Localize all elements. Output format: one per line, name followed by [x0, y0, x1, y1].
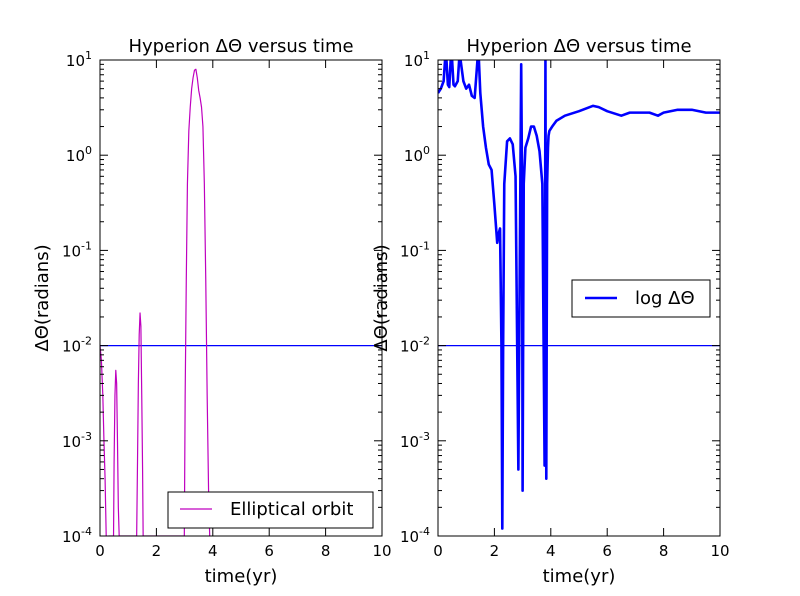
- left-y-tick-label: 10-3: [62, 430, 92, 451]
- right-x-tick-label: 4: [546, 542, 556, 560]
- right-y-tick-label: 100: [404, 144, 430, 165]
- left-axes-frame: [99, 59, 383, 537]
- left-y-tick-label: 10-4: [62, 525, 92, 546]
- left-x-tick-label: 0: [95, 542, 105, 560]
- right-x-tick-label: 0: [433, 542, 443, 560]
- left-plot-area: [100, 68, 382, 536]
- left-legend-label: Elliptical orbit: [230, 499, 353, 520]
- left-panel: Hyperion ΔΘ versus time 0 2 4 6 8 10 10-4 10-3 1…: [32, 36, 392, 587]
- left-y-tick-label: 10-1: [62, 239, 92, 260]
- left-y-tick-label: 100: [66, 144, 92, 165]
- left-x-tick-label: 4: [208, 542, 218, 560]
- right-axes-frame: [437, 59, 721, 537]
- left-x-tick-label: 6: [264, 542, 274, 560]
- right-y-tick-label: 10-2: [400, 335, 430, 356]
- right-ticks: 0 2 4 6 8 10 10-4 10-3 10-2 10-1 100 101: [400, 49, 730, 560]
- left-x-tick-label: 8: [321, 542, 331, 560]
- left-ticks: 0 2 4 6 8 10 10-4 10-3 10-2 10-1 100 101: [62, 49, 392, 560]
- right-y-axis-label: ΔΘ(radians): [371, 244, 392, 351]
- right-series-line: [438, 60, 720, 530]
- right-x-tick-label: 10: [710, 542, 729, 560]
- right-chart-title: Hyperion ΔΘ versus time: [466, 36, 691, 57]
- right-legend-label: log ΔΘ: [635, 288, 695, 309]
- left-chart-title: Hyperion ΔΘ versus time: [128, 36, 353, 57]
- left-series-line: [100, 68, 211, 536]
- left-y-tick-label: 101: [66, 49, 92, 70]
- left-x-tick-label: 2: [152, 542, 162, 560]
- right-legend: log ΔΘ: [571, 279, 711, 318]
- right-y-tick-label: 10-1: [400, 239, 430, 260]
- right-y-tick-label: 10-3: [400, 430, 430, 451]
- left-x-tick-label: 10: [372, 542, 391, 560]
- right-y-tick-label: 101: [404, 49, 430, 70]
- left-legend-box: [167, 491, 374, 529]
- right-y-tick-label: 10-4: [400, 525, 430, 546]
- right-x-axis-label: time(yr): [543, 566, 616, 587]
- right-x-tick-label: 6: [602, 542, 612, 560]
- right-x-tick-label: 2: [490, 542, 500, 560]
- left-y-axis-label: ΔΘ(radians): [32, 244, 53, 351]
- left-y-tick-label: 10-2: [62, 335, 92, 356]
- left-legend: Elliptical orbit: [167, 491, 374, 529]
- right-plot-area: [438, 60, 720, 530]
- right-panel: Hyperion ΔΘ versus time 0 2 4 6 8 10 10-4 10-3 1…: [371, 36, 730, 587]
- right-x-tick-label: 8: [659, 542, 669, 560]
- left-x-axis-label: time(yr): [205, 566, 278, 587]
